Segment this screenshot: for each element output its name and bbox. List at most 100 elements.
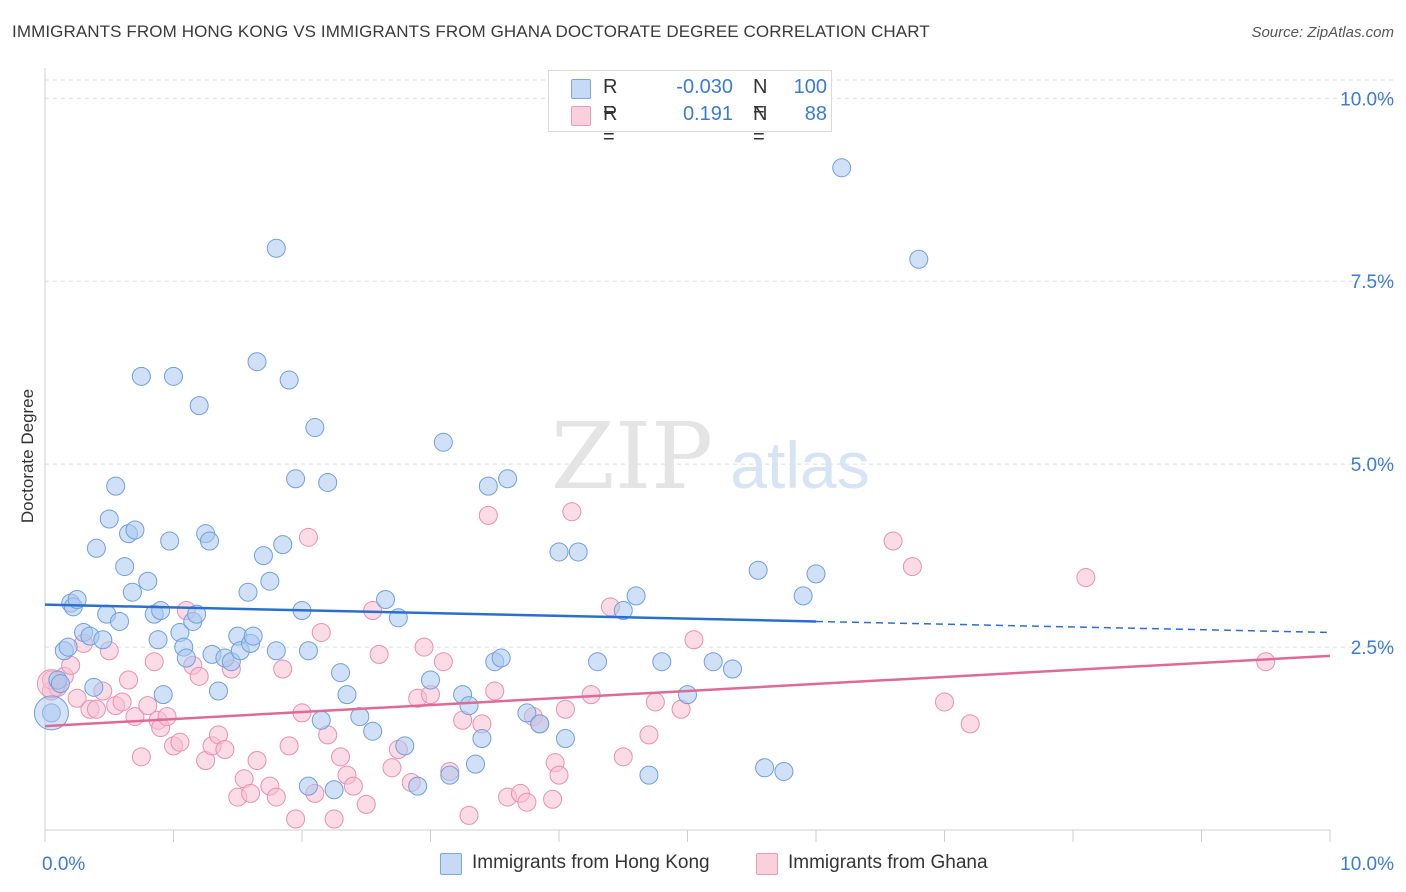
hong-kong-point — [755, 758, 775, 778]
hong-kong-point — [350, 707, 370, 727]
ghana-point — [639, 725, 659, 745]
hong-kong-point — [652, 652, 672, 672]
hong-kong-point — [279, 370, 299, 390]
ghana-point — [613, 747, 633, 767]
hong-kong-legend-swatch — [440, 853, 462, 875]
source-label: Source: ZipAtlas.com — [1251, 24, 1394, 41]
hong-kong-point — [110, 611, 130, 631]
ghana-point — [298, 527, 318, 547]
trend-lines — [44, 603, 1331, 728]
hong-kong-point — [208, 681, 228, 701]
hong-kong-point — [58, 637, 78, 657]
hong-kong-point — [376, 590, 396, 610]
ghana-point — [433, 652, 453, 672]
ghana-point — [112, 692, 132, 712]
n-value: 88 — [804, 103, 827, 125]
hong-kong-point — [318, 472, 338, 492]
ghana-swatch — [571, 106, 591, 126]
ghana-point — [485, 681, 505, 701]
hong-kong-point — [286, 469, 306, 489]
hong-kong-point — [703, 652, 723, 672]
hong-kong-point — [337, 685, 357, 705]
ghana-point — [215, 740, 235, 760]
axes — [44, 68, 1331, 842]
ghana-point — [902, 557, 922, 577]
hong-kong-point — [187, 604, 207, 624]
stats-legend: R = -0.030 N = 100 R = 0.191 N = 88 — [548, 70, 832, 148]
hong-kong-point — [176, 648, 196, 668]
hong-kong-point — [549, 542, 569, 562]
ghana-point — [131, 747, 151, 767]
hong-kong-point — [806, 564, 826, 584]
hong-kong-point — [774, 761, 794, 781]
hong-kong-point — [472, 729, 492, 749]
hong-kong-point — [189, 396, 209, 416]
x-tick-label: 10.0% — [1340, 854, 1394, 875]
n-label: N = — [753, 103, 768, 148]
hong-kong-point — [395, 736, 415, 756]
r-value: -0.030 — [676, 76, 733, 98]
ghana-point — [369, 644, 389, 664]
hong-kong-point — [99, 509, 119, 529]
ghana-point — [543, 789, 563, 809]
r-label: R = — [603, 76, 618, 121]
ghana-point — [144, 652, 164, 672]
hong-kong-point — [151, 600, 171, 620]
y-tick-label: 2.5% — [1351, 638, 1394, 659]
ghana-point — [247, 750, 267, 770]
hong-kong-point — [555, 729, 575, 749]
ghana-point — [86, 699, 106, 719]
hong-kong-point — [793, 586, 813, 606]
hong-kong-point — [363, 721, 383, 741]
hong-kong-point — [909, 249, 929, 269]
y-axis-label: Doctorate Degree — [18, 389, 37, 523]
ghana-trend-line — [44, 654, 1331, 728]
ghana-point — [119, 670, 139, 690]
hong-kong-point — [331, 663, 351, 683]
hong-kong-point — [530, 714, 550, 734]
r-label: R = — [603, 103, 618, 148]
ghana-point — [555, 699, 575, 719]
ghana-point — [960, 714, 980, 734]
hong-kong-point — [748, 560, 768, 580]
ghana-point — [459, 805, 479, 825]
hong-kong-point — [238, 582, 258, 602]
hong-kong-point — [93, 630, 113, 650]
hong-kong-point — [459, 696, 479, 716]
ghana-point — [684, 630, 704, 650]
hong-kong-point — [266, 641, 286, 661]
ghana-point — [266, 787, 286, 807]
chart-title: IMMIGRANTS FROM HONG KONG VS IMMIGRANTS … — [12, 22, 930, 41]
ghana-point — [478, 505, 498, 525]
ghana-point — [67, 688, 87, 708]
hong-kong-point — [491, 648, 511, 668]
ghana-point — [562, 502, 582, 522]
hong-kong-point — [164, 366, 183, 386]
ghana-point — [138, 696, 158, 716]
hong-kong-point — [305, 418, 325, 438]
hong-kong-point — [613, 600, 633, 620]
hong-kong-point — [115, 557, 135, 577]
ghana-point — [311, 622, 331, 642]
ghana-point — [286, 809, 306, 829]
hong-kong-point — [433, 432, 453, 452]
hong-kong-point — [125, 520, 145, 540]
hong-kong-point — [498, 469, 518, 489]
hong-kong-point — [84, 677, 104, 697]
y-tick-label: 10.0% — [1340, 89, 1394, 110]
ghana-point — [170, 732, 190, 752]
hong-kong-point — [148, 630, 168, 650]
hong-kong-point — [160, 531, 180, 551]
hong-kong-point — [722, 659, 742, 679]
ghana-point — [1256, 652, 1276, 672]
hong-kong-point — [421, 670, 440, 690]
y-tick-label: 7.5% — [1351, 272, 1394, 293]
hong-kong-point — [243, 626, 263, 646]
hong-kong-point — [199, 531, 219, 551]
watermark-atlas: atlas — [730, 428, 869, 502]
ghana-point — [1076, 568, 1096, 588]
tick-labels: 2.5% 5.0% 7.5% 10.0% 0.0% 10.0% — [42, 89, 1394, 875]
hong-kong-point — [568, 542, 588, 562]
hong-kong-point — [122, 582, 142, 602]
